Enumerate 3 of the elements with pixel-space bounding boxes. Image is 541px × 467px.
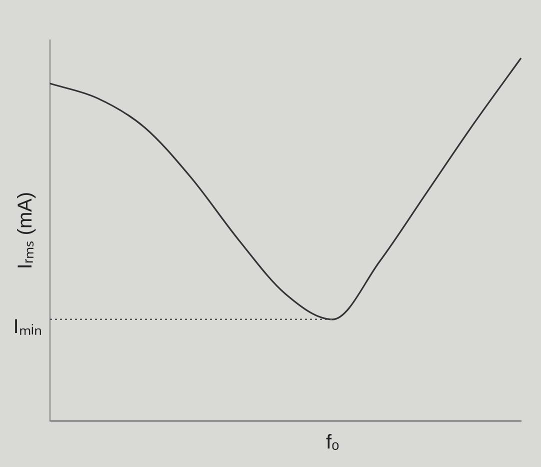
- text: fₒ: [326, 432, 340, 454]
- y-axis-title: Iᵣₘₛ (mA): [14, 192, 37, 270]
- ref-line-label: Iₘᵢₙ: [13, 316, 42, 338]
